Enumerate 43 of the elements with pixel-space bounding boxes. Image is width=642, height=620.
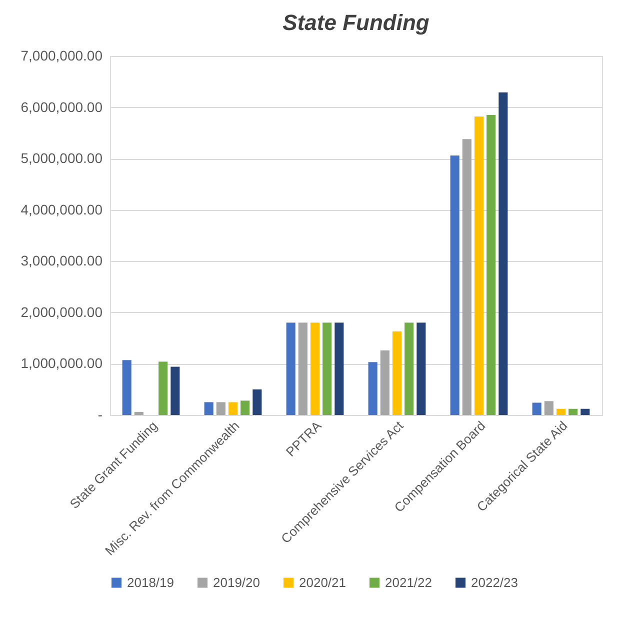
y-tick-label: - [98, 406, 103, 422]
bar [498, 92, 508, 415]
bar [368, 362, 378, 415]
bar [474, 116, 484, 415]
bar [204, 402, 214, 415]
bar [298, 322, 308, 415]
bar [450, 155, 460, 415]
bar [404, 322, 414, 415]
y-tick-label: 2,000,000.00 [20, 304, 103, 320]
legend-label: 2019/20 [213, 574, 260, 590]
y-tick-label: 5,000,000.00 [20, 150, 103, 166]
legend-label: 2018/19 [127, 574, 174, 590]
bar [252, 389, 262, 415]
y-tick-label: 3,000,000.00 [20, 252, 103, 269]
y-tick-label: 1,000,000.00 [20, 355, 103, 372]
bar [158, 362, 168, 415]
legend-label: 2022/23 [471, 574, 518, 590]
bar [544, 401, 554, 415]
bar [122, 360, 132, 415]
bar [334, 322, 344, 415]
bar [568, 408, 578, 415]
bar [216, 402, 226, 415]
legend-label: 2020/21 [299, 574, 346, 590]
bar [322, 322, 332, 415]
bar [170, 366, 180, 415]
y-tick-label: 6,000,000.00 [20, 98, 103, 115]
bar [580, 408, 590, 415]
y-tick-label: 4,000,000.00 [20, 201, 103, 218]
y-tick-label: 7,000,000.00 [20, 48, 103, 64]
bar [286, 322, 296, 415]
bar [416, 322, 426, 415]
bar [392, 331, 402, 415]
bar [240, 400, 250, 415]
bar [532, 402, 542, 415]
bar [556, 408, 566, 415]
chart-title: State Funding [282, 10, 430, 35]
bar [462, 139, 472, 415]
legend-label: 2021/22 [385, 574, 432, 590]
bar [486, 114, 496, 415]
bar [228, 402, 238, 415]
bar [380, 350, 390, 415]
bar [310, 322, 320, 415]
bar [134, 412, 144, 415]
